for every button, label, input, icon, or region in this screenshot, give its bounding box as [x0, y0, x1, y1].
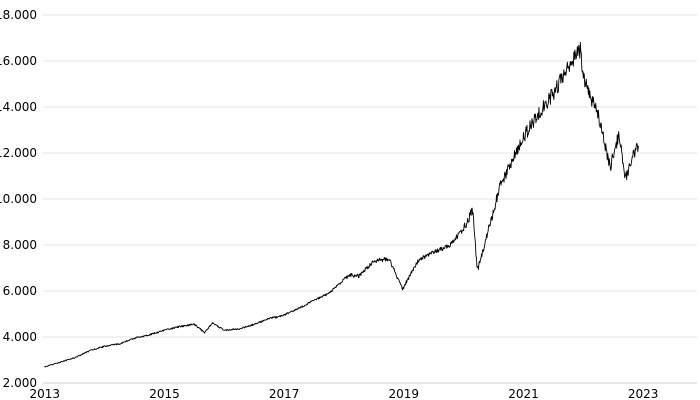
gridlines [43, 14, 697, 384]
x-tick-label: 2017 [269, 387, 300, 400]
y-tick-label: 16.000 [0, 54, 37, 68]
series-group [44, 41, 639, 368]
x-tick-label: 2019 [389, 387, 420, 400]
y-tick-label: 8.000 [3, 238, 37, 252]
x-tick-label: 2015 [149, 387, 180, 400]
y-tick-label: 12.000 [0, 146, 37, 160]
y-tick-label: 4.000 [3, 330, 37, 344]
x-axis-tick-labels: 2013 2015 2017 2019 2021 2023 [30, 387, 659, 400]
series-line [44, 41, 639, 368]
y-tick-label: 14.000 [0, 100, 37, 114]
y-tick-label: 6.000 [3, 284, 37, 298]
y-tick-label: 2.000 [3, 376, 37, 390]
y-tick-label: 10.000 [0, 192, 37, 206]
y-axis-tick-labels: 2.000 4.000 6.000 8.000 10.000 12.000 14.000 16… [0, 8, 37, 390]
y-tick-label: 18.000 [0, 8, 37, 22]
x-tick-label: 2021 [508, 387, 539, 400]
x-tick-label: 2023 [628, 387, 659, 400]
x-tick-label: 2013 [30, 387, 61, 400]
